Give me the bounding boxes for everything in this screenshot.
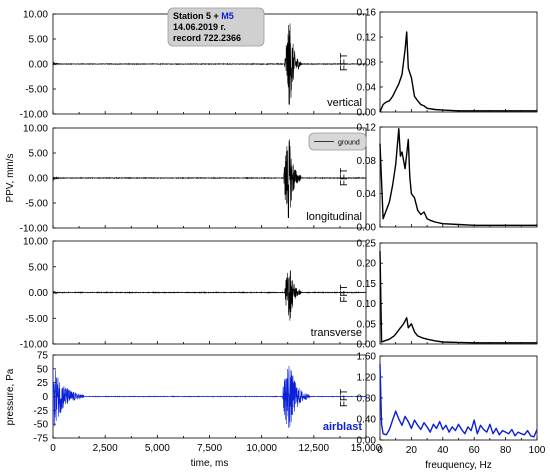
plot-frame <box>379 126 538 228</box>
ppv-axis-title: PPV, mm/s <box>5 153 16 202</box>
y-tick-label: -10.00 <box>20 340 49 351</box>
record-id: record 722.2366 <box>173 33 241 43</box>
plot-frame <box>379 242 538 345</box>
airblast-fft-line <box>379 363 538 438</box>
station-highlight: M5 <box>221 11 234 21</box>
x-tick-label: 60 <box>469 445 481 456</box>
vertical-time-panel: 10.00 5.00 0.00 -5.00 -10.00 vertical <box>20 10 367 121</box>
y-tick-label: 10.00 <box>23 124 48 135</box>
transverse-waveform-line <box>52 270 367 321</box>
fft-axis-title: FFT <box>339 284 350 302</box>
frequency-axis-title: freuquency, Hz <box>425 460 492 471</box>
y-tick-label: -10.00 <box>20 224 49 235</box>
record-date: 14.06.2019 г. <box>173 22 226 32</box>
station-label: Station 5 + M5 <box>173 11 234 21</box>
y-tick-label: 0.15 <box>357 279 377 290</box>
y-tick-label: -75 <box>34 434 49 445</box>
fft-axis-title: FFT <box>339 53 350 71</box>
y-tick-label: 0.40 <box>357 415 377 426</box>
y-tick-label: 0.25 <box>357 239 377 250</box>
x-tick-label: 10,000 <box>246 443 277 454</box>
y-tick-label: 0.10 <box>357 299 377 310</box>
y-tick-label: 0.12 <box>357 33 377 44</box>
vertical-label: vertical <box>327 97 362 109</box>
y-tick-label: 0.00 <box>29 60 49 71</box>
y-tick-label: 5.00 <box>29 35 49 46</box>
x-tick-label: 15,000 <box>351 443 382 454</box>
airblast-time-panel: 75 50 25 0 -25 -50 -75 airblast <box>34 351 367 445</box>
y-tick-label: 75 <box>37 351 49 362</box>
y-tick-label: 10.00 <box>23 10 48 21</box>
transverse-label: transverse <box>311 327 362 339</box>
y-tick-label: 10.00 <box>23 237 48 248</box>
x-tick-label: 80 <box>500 445 512 456</box>
y-tick-label: 1.60 <box>357 352 377 363</box>
x-tick-label: 12,500 <box>299 443 330 454</box>
y-tick-label: 0.20 <box>357 259 377 270</box>
y-tick-label: -5.00 <box>25 85 48 96</box>
y-tick-label: -5.00 <box>25 314 48 325</box>
info-box-frame <box>167 7 265 47</box>
time-axis-title: time, ms <box>191 458 229 469</box>
y-tick-label: 0.04 <box>357 83 377 94</box>
transverse-fft-panel: 0.25 0.20 0.15 0.10 0.05 0.00 FFT <box>339 239 538 351</box>
longitudinal-fft-line <box>379 127 537 227</box>
vertical-fft-panel: 0.16 0.12 0.08 0.04 0.00 FFT <box>339 8 538 119</box>
y-tick-label: 0.08 <box>357 156 377 167</box>
airblast-waveform-line <box>52 365 367 428</box>
y-tick-label: 0.16 <box>357 8 377 19</box>
y-tick-label: 0.04 <box>357 189 377 200</box>
x-tick-label: 20 <box>406 445 418 456</box>
y-tick-label: 1.20 <box>357 373 377 384</box>
fft-axis-title: FFT <box>339 168 350 186</box>
x-tick-label: 7,500 <box>197 443 222 454</box>
y-tick-label: 50 <box>37 364 49 375</box>
station-prefix: Station 5 + <box>173 11 221 21</box>
y-tick-label: 0.00 <box>357 340 377 351</box>
longitudinal-waveform-line <box>52 139 367 219</box>
y-tick-label: 0.00 <box>29 288 49 299</box>
transverse-time-panel: 10.00 5.00 0.00 -5.00 -10.00 transverse <box>20 237 367 351</box>
y-tick-label: 0.08 <box>357 58 377 69</box>
y-tick-label: 0.80 <box>357 394 377 405</box>
pressure-axis-title: pressure, Pa <box>5 368 16 425</box>
y-tick-label: 0 <box>42 392 48 403</box>
y-tick-label: -10.00 <box>20 110 49 121</box>
x-tick-label: 2,500 <box>93 443 118 454</box>
transverse-fft-line <box>379 251 537 344</box>
x-tick-label: 0 <box>377 445 383 456</box>
y-tick-label: 0.00 <box>357 108 377 119</box>
legend-frame <box>308 132 367 151</box>
longitudinal-time-panel: 10.00 5.00 0.00 -5.00 -10.00 longitudinal <box>20 124 367 235</box>
vertical-waveform-line <box>52 23 367 105</box>
legend: ground <box>308 132 367 151</box>
x-tick-label: 0 <box>50 443 56 454</box>
longitudinal-fft-panel: 0.12 0.08 0.04 0.00 FFT <box>339 123 538 234</box>
y-tick-label: 5.00 <box>29 149 49 160</box>
y-tick-label: -25 <box>34 406 49 417</box>
vertical-fft-line <box>379 31 537 113</box>
x-tick-label: 40 <box>437 445 449 456</box>
airblast-fft-panel: 1.60 1.20 0.80 0.40 0.00 FFT <box>339 352 538 447</box>
y-tick-label: 0.00 <box>29 174 49 185</box>
y-tick-label: 5.00 <box>29 262 49 273</box>
x-tick-label: 100 <box>529 445 546 456</box>
longitudinal-label: longitudinal <box>306 211 362 223</box>
airblast-label: airblast <box>323 421 362 433</box>
y-tick-label: 0.00 <box>357 436 377 447</box>
y-tick-label: -50 <box>34 420 49 431</box>
y-tick-label: 25 <box>37 378 49 389</box>
fft-axis-title: FFT <box>339 389 350 407</box>
y-tick-label: 0.05 <box>357 319 377 330</box>
plot-frame <box>379 355 538 441</box>
y-tick-label: -5.00 <box>25 199 48 210</box>
legend-ground-label: ground <box>338 140 360 147</box>
x-tick-label: 5,000 <box>145 443 170 454</box>
y-tick-label: 0.12 <box>357 123 377 134</box>
y-tick-label: 0.00 <box>357 223 377 234</box>
